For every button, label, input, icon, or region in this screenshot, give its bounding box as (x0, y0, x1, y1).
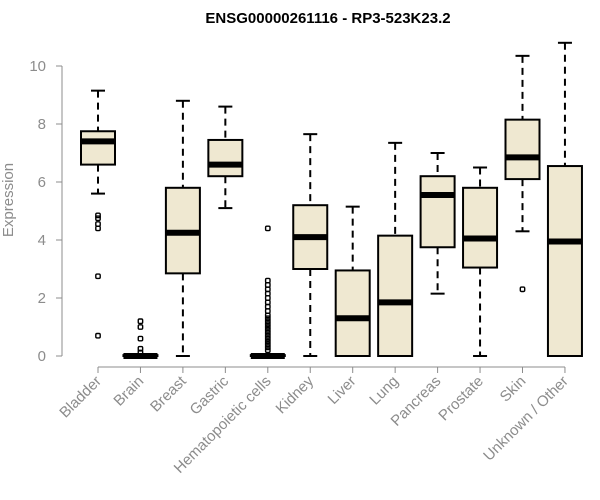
outlier-point (264, 338, 271, 345)
box-gastric (207, 105, 244, 210)
y-tick-label: 2 (38, 290, 46, 307)
outlier-point (137, 318, 144, 325)
outlier-point (137, 335, 144, 342)
chart-title: ENSG00000261116 - RP3-523K23.2 (205, 10, 450, 27)
x-tick-label: Prostate (435, 373, 487, 425)
outlier-point (264, 312, 271, 319)
box-pancreas (419, 152, 456, 295)
box-body (377, 234, 414, 357)
outlier-point (264, 329, 271, 336)
outlier-point (264, 341, 271, 348)
y-tick-label: 4 (38, 232, 46, 249)
outlier-point (264, 321, 271, 327)
y-tick-label: 8 (38, 116, 46, 133)
box-lung (377, 141, 414, 357)
y-tick-label: 10 (29, 58, 46, 75)
outlier-point (264, 344, 271, 351)
x-tick-label: Brain (110, 373, 147, 410)
x-tick-label: Skin (497, 373, 530, 406)
outlier-point (264, 225, 271, 232)
outlier-point (95, 273, 101, 280)
outlier-point (137, 349, 144, 356)
outlier-point (95, 225, 101, 232)
box-unknown-other (546, 41, 583, 357)
outlier-point (264, 315, 271, 322)
box-body (334, 269, 371, 358)
box-kidney (292, 133, 329, 357)
outlier-point (264, 332, 271, 339)
y-axis-label: Expression (0, 163, 17, 237)
outlier-point (264, 324, 271, 330)
box-body (462, 186, 499, 269)
y-axis: 0 2 4 6 8 10 (29, 58, 63, 365)
outlier-point (95, 215, 101, 222)
box-liver (334, 205, 371, 358)
outlier-point (519, 286, 526, 293)
outlier-point (95, 332, 101, 339)
box-body (207, 138, 244, 178)
box-brain (122, 318, 159, 359)
box-breast (164, 99, 201, 357)
box-skin (504, 54, 541, 293)
outlier-point (264, 318, 271, 325)
box-body (80, 130, 116, 166)
x-tick-label: Liver (325, 373, 360, 408)
x-tick-label: Kidney (273, 372, 318, 417)
box-body (419, 175, 456, 249)
boxes-group (80, 41, 583, 359)
x-tick-label: Bladder (56, 373, 105, 422)
x-tick-label: Lung (366, 373, 402, 409)
outlier-point (264, 335, 271, 342)
outlier-point (137, 324, 144, 330)
outlier-point (264, 327, 271, 333)
box-body (546, 165, 583, 357)
box-prostate (462, 166, 499, 357)
box-body (504, 118, 541, 181)
y-tick-label: 6 (38, 174, 46, 191)
box-bladder (80, 89, 116, 339)
y-tick-label: 0 (38, 348, 46, 365)
outlier-point (95, 212, 101, 219)
x-tick-label: Breast (147, 372, 190, 415)
outlier-point (264, 347, 271, 354)
box-hematopoietic-cells (249, 225, 286, 359)
